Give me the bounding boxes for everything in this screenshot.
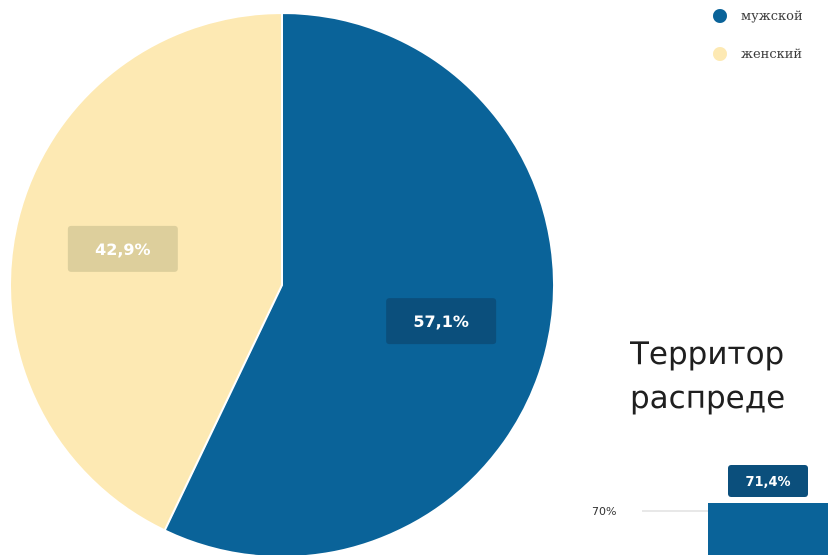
pie-label-box-male <box>386 298 497 345</box>
y-tick-label: 70% <box>592 505 616 518</box>
legend-item-male: мужской <box>713 6 803 26</box>
bar-label-box <box>728 465 808 497</box>
pie-data-label-female: 42,9% <box>95 240 151 259</box>
pie-label-box-female <box>67 225 178 272</box>
bar-data-label: 71,4% <box>745 475 790 490</box>
legend-item-female: женский <box>713 44 803 64</box>
title-line-1: Территор <box>630 336 785 372</box>
pie-data-label-male: 57,1% <box>413 312 469 331</box>
pie-slice-male <box>163 11 555 555</box>
bar <box>708 503 828 555</box>
territory-section-title: Территор распреде <box>630 332 828 420</box>
legend-swatch-female <box>713 47 727 61</box>
chart-legend: мужской женский <box>713 6 803 82</box>
territory-bar-chart: 70% 71,4% <box>592 465 828 555</box>
gender-pie-chart: 57,1% 42,9% <box>9 11 555 555</box>
title-line-2: распреде <box>630 380 786 416</box>
legend-label-male: мужской <box>741 8 803 24</box>
legend-swatch-male <box>713 9 727 23</box>
legend-label-female: женский <box>741 46 803 62</box>
